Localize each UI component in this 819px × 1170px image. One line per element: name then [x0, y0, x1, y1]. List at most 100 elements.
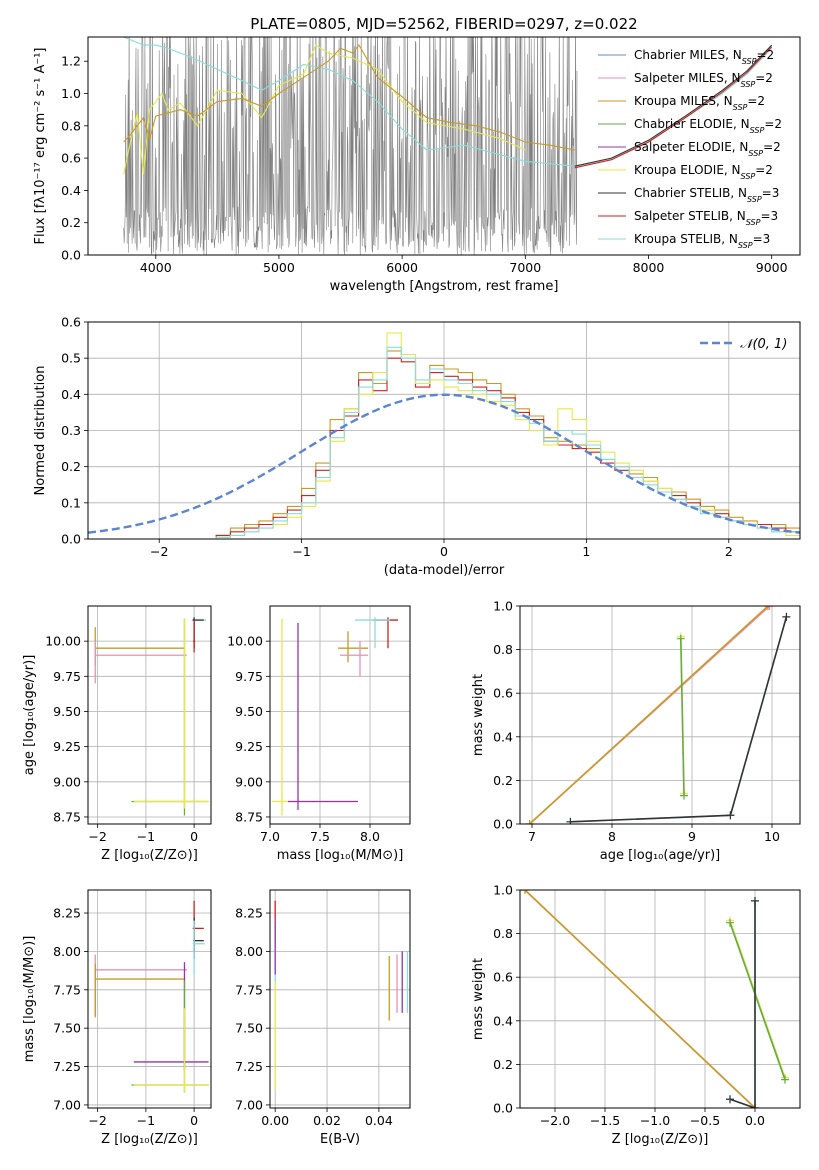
x-tick-label: 0.04 — [365, 1113, 393, 1128]
histogram-step — [215, 332, 800, 539]
y-tick-label: 1.2 — [61, 54, 81, 69]
Z-mass-panel: −2 −1 0 7.00 7.25 7.50 7.75 8.00 8.25 Z [log₁₀(Z/… — [22, 889, 212, 1147]
legend-entry: Chabrier ELODIE, NSSP=2 — [634, 117, 782, 135]
panels: 4000 5000 6000 7000 8000 90000.00.20.40.60.81… — [22, 36, 801, 1147]
weight-line — [729, 922, 786, 1080]
y-tick-label: 9.75 — [235, 669, 263, 684]
weight-marker — [566, 817, 575, 824]
legend-entry: Salpeter ELODIE, NSSP=2 — [634, 140, 781, 158]
x-tick-label: 0.00 — [261, 1113, 289, 1128]
y-tick-label: 7.25 — [235, 1059, 263, 1074]
y-tick-label: 9.50 — [53, 704, 81, 719]
y-tick-label: 0.4 — [61, 387, 81, 402]
data-point — [94, 627, 185, 666]
y-tick-label: 0.8 — [61, 118, 81, 133]
y-tick-label: 0.3 — [61, 423, 81, 438]
data-point — [133, 618, 209, 809]
y-tick-label: 0.4 — [493, 1013, 513, 1028]
histogram-panel: −2 −1 0 1 2 0.0 0.1 0.2 0.3 0.4 0.5 0.6 (data-model)… — [33, 315, 801, 578]
Z-age-plot-area — [94, 617, 209, 816]
legend-entry: Chabrier MILES, NSSP=2 — [634, 48, 774, 66]
model-spectrum-line — [123, 44, 575, 151]
y-tick-label: 10.00 — [45, 634, 81, 649]
Z-age-grid — [88, 606, 211, 824]
legend-entry: Kroupa STELIB, NSSP=3 — [634, 232, 770, 250]
Z-age-panel: −2 −1 0 8.75 9.00 9.25 9.50 9.75 10.00 Z [log₁₀(Z… — [22, 605, 212, 863]
x-tick-label: −1 — [292, 544, 310, 559]
Z-weight-plot-area — [521, 890, 789, 1108]
data-point — [288, 622, 358, 810]
model-spectrum-line — [574, 46, 773, 169]
y-tick-label: 1.0 — [61, 86, 81, 101]
x-tick-label: −1.5 — [590, 1113, 620, 1128]
y-tick-label: 9.50 — [235, 704, 263, 719]
y-tick-label: 7.00 — [53, 1097, 81, 1112]
data-point — [133, 1008, 209, 1093]
legend-entry: Salpeter MILES, NSSP=2 — [634, 71, 773, 89]
Z-mass-plot-area — [94, 900, 209, 1093]
age-weight-plot-area — [525, 606, 791, 824]
Z-age-xlabel: Z [log₁₀(Z/Z⊙)] — [101, 848, 198, 863]
data-point — [192, 920, 205, 975]
y-tick-label: 9.25 — [53, 739, 81, 754]
histogram-frame — [87, 321, 801, 540]
y-tick-label: 9.00 — [53, 774, 81, 789]
y-tick-label: 8.75 — [235, 809, 263, 824]
x-tick-label: 9 — [688, 829, 696, 844]
ebv-mass-plot-area — [274, 900, 409, 1090]
x-tick-label: −2.0 — [540, 1113, 570, 1128]
Z-mass-ylabel: mass [log₁₀(M/M⊙)] — [22, 936, 37, 1063]
weight-marker — [782, 612, 791, 621]
data-point — [94, 963, 185, 1018]
x-tick-label: 5000 — [263, 260, 295, 275]
weight-marker — [765, 606, 774, 610]
x-tick-label: 8 — [608, 829, 616, 844]
weight-line — [570, 616, 788, 823]
Z-mass-xlabel: Z [log₁₀(Z/Z⊙)] — [101, 1132, 198, 1147]
data-point — [131, 980, 209, 1093]
y-tick-label: 7.00 — [235, 1097, 263, 1112]
weight-marker — [764, 606, 772, 610]
Z-weight-ylabel: mass weight — [471, 958, 486, 1040]
y-tick-label: 10.00 — [227, 634, 263, 649]
x-tick-label: −2 — [88, 829, 106, 844]
model-spectrum-line — [123, 44, 526, 175]
x-tick-label: 8000 — [633, 260, 665, 275]
spectrum-plot-area — [123, 37, 773, 255]
ebv-mass-panel: 0.00 0.02 0.04 7.00 7.25 7.50 7.75 8.00 8.25 E(B-… — [235, 889, 411, 1147]
x-tick-label: 6000 — [386, 260, 418, 275]
data-point — [338, 631, 368, 663]
weight-marker — [726, 1095, 734, 1104]
y-tick-label: 0.0 — [493, 817, 513, 832]
x-tick-label: 7 — [528, 829, 536, 844]
y-tick-label: 0.4 — [61, 183, 81, 198]
Z-age-frame — [87, 605, 212, 825]
y-tick-label: 0.8 — [493, 642, 513, 657]
y-tick-label: 0.4 — [493, 729, 513, 744]
y-tick-label: 0.0 — [61, 532, 81, 547]
histogram-ylabel: Normed distribution — [33, 366, 48, 496]
spectrum-frame — [87, 36, 801, 256]
y-tick-label: 1.0 — [493, 599, 513, 614]
age-weight-xlabel: age [log₁₀(age/yr)] — [600, 848, 721, 863]
y-tick-label: 0.2 — [61, 215, 81, 230]
weight-marker — [751, 896, 759, 905]
x-tick-label: 0.02 — [313, 1113, 341, 1128]
weight-marker — [726, 918, 734, 927]
histogram-plot-area — [88, 332, 800, 539]
mass-age-frame — [269, 605, 411, 825]
gaussian-curve — [88, 393, 800, 534]
y-tick-label: 7.25 — [53, 1059, 81, 1074]
weight-marker — [781, 1075, 789, 1084]
x-tick-label: 4000 — [140, 260, 172, 275]
Z-weight-frame — [519, 889, 801, 1109]
age-weight-ylabel: mass weight — [471, 674, 486, 756]
x-tick-label: −2 — [88, 1113, 106, 1128]
spectrum-panel: 4000 5000 6000 7000 8000 9000 0.0 0.2 0.4 0.6 0.8 1… — [33, 36, 801, 294]
weight-marker — [751, 1104, 759, 1108]
legend-entry: Kroupa MILES, NSSP=2 — [634, 94, 765, 112]
y-tick-label: 7.75 — [235, 982, 263, 997]
histogram-step — [215, 350, 800, 539]
data-point — [193, 620, 196, 653]
